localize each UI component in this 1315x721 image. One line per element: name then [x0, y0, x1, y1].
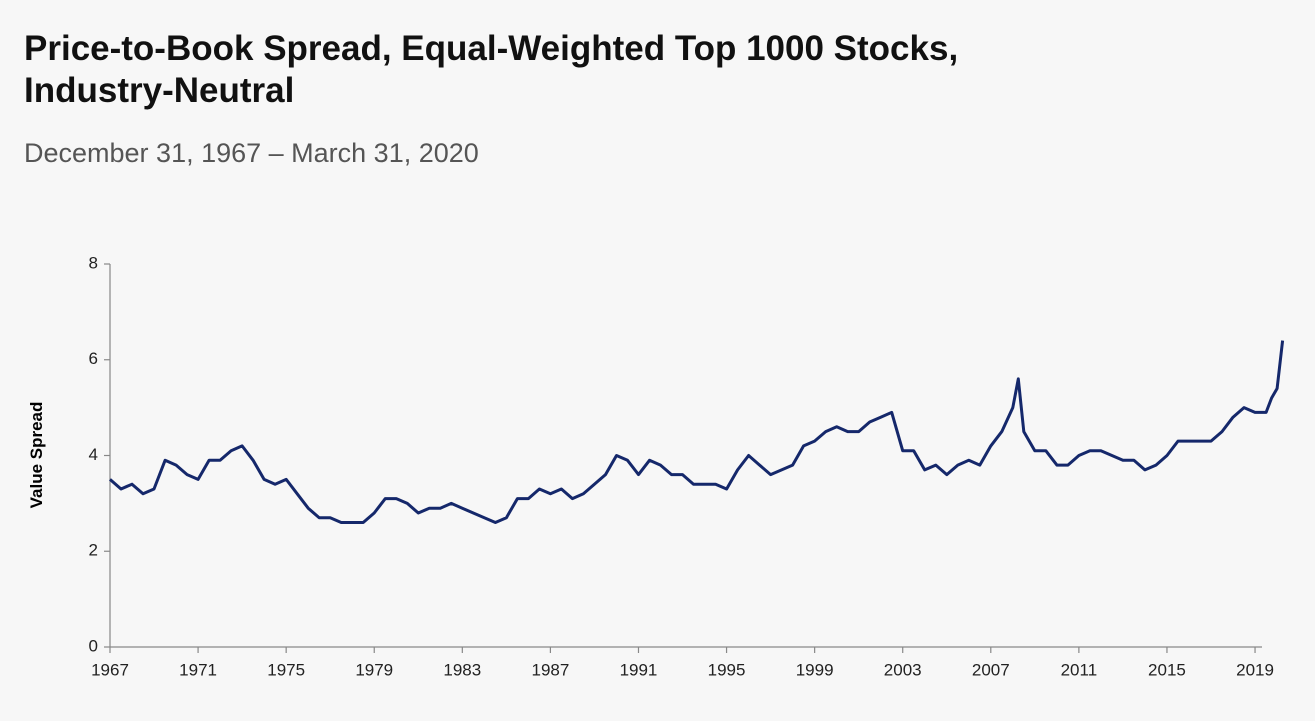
- x-tick-label: 2007: [972, 660, 1010, 679]
- chart-subtitle: December 31, 1967 – March 31, 2020: [24, 138, 479, 168]
- x-tick-label: 1983: [443, 660, 481, 679]
- x-tick-label: 1995: [708, 660, 746, 679]
- x-tick-label: 1987: [531, 660, 569, 679]
- x-tick-label: 1975: [267, 660, 305, 679]
- x-tick-label: 1991: [620, 660, 658, 679]
- x-tick-label: 2015: [1148, 660, 1186, 679]
- x-tick-label: 1971: [179, 660, 217, 679]
- y-axis-label: Value Spread: [27, 402, 46, 509]
- x-tick-label: 1967: [91, 660, 129, 679]
- chart-title: Price-to-Book Spread, Equal-Weighted Top…: [24, 29, 958, 110]
- x-tick-label: 2019: [1236, 660, 1274, 679]
- x-tick-label: 1979: [355, 660, 393, 679]
- x-tick-label: 1999: [796, 660, 834, 679]
- x-tick-label: 2011: [1061, 660, 1098, 679]
- y-tick-label: 8: [89, 253, 98, 272]
- data-line: [109, 340, 1285, 524]
- y-tick-label: 0: [89, 636, 98, 655]
- y-tick-label: 4: [89, 445, 98, 464]
- y-tick-label: 6: [89, 349, 98, 368]
- y-tick-label: 2: [89, 541, 98, 560]
- x-tick-label: 2003: [884, 660, 922, 679]
